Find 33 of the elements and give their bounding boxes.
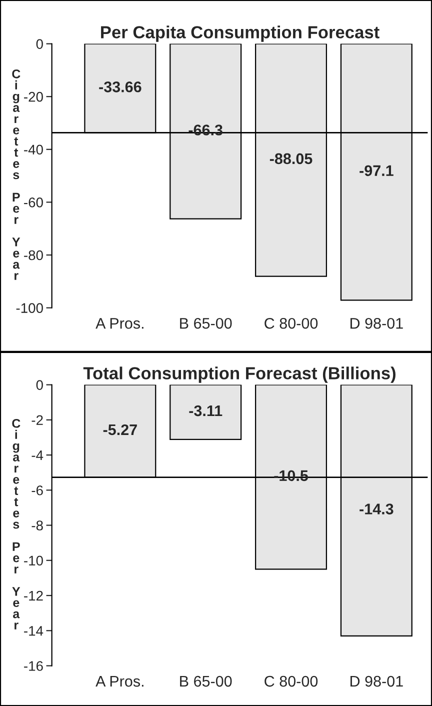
y-tick-label: -16 [24, 661, 43, 671]
y-tick-label: -80 [24, 250, 43, 260]
y-tick-label: -12 [24, 590, 43, 601]
data-label: -97.1 [360, 165, 394, 176]
y-tick-label: -8 [32, 520, 43, 530]
x-tick-label: A Pros. [96, 676, 144, 687]
x-tick-label: D 98-01 [350, 676, 403, 687]
y-tick-label: 0 [36, 39, 43, 49]
x-tick-label: D 98-01 [350, 318, 403, 329]
data-label: -5.27 [103, 424, 137, 436]
y-tick-label: -6 [32, 485, 43, 496]
y-tick-label: -10 [24, 556, 43, 566]
y-tick-label: -40 [24, 144, 43, 155]
chart-title: Total Consumption Forecast (Billions) [83, 366, 396, 383]
data-label: -88.05 [270, 153, 312, 164]
y-tick-label: -4 [32, 450, 44, 460]
y-tick-label: 0 [36, 380, 43, 390]
x-tick-label: C 80-00 [264, 676, 318, 687]
text: Cigarettes Per Year [12, 418, 20, 630]
chart-title: Per Capita Consumption Forecast [101, 26, 380, 42]
x-tick-label: C 80-00 [264, 318, 318, 329]
x-tick-label: A Pros. [96, 318, 144, 329]
data-label: -3.11 [189, 405, 222, 416]
y-tick-label: -100 [16, 303, 43, 313]
y-tick-label: -2 [32, 415, 43, 425]
y-tick-label: -20 [24, 92, 43, 102]
text: Cigarettes Per Year [12, 69, 20, 280]
y-tick-label: -14 [24, 626, 44, 636]
x-tick-label: B 65-00 [180, 676, 232, 687]
x-tick-label: B 65-00 [180, 318, 232, 329]
data-label: -14.3 [360, 504, 394, 514]
data-label: -33.66 [99, 81, 142, 92]
y-tick-label: -60 [24, 198, 43, 208]
